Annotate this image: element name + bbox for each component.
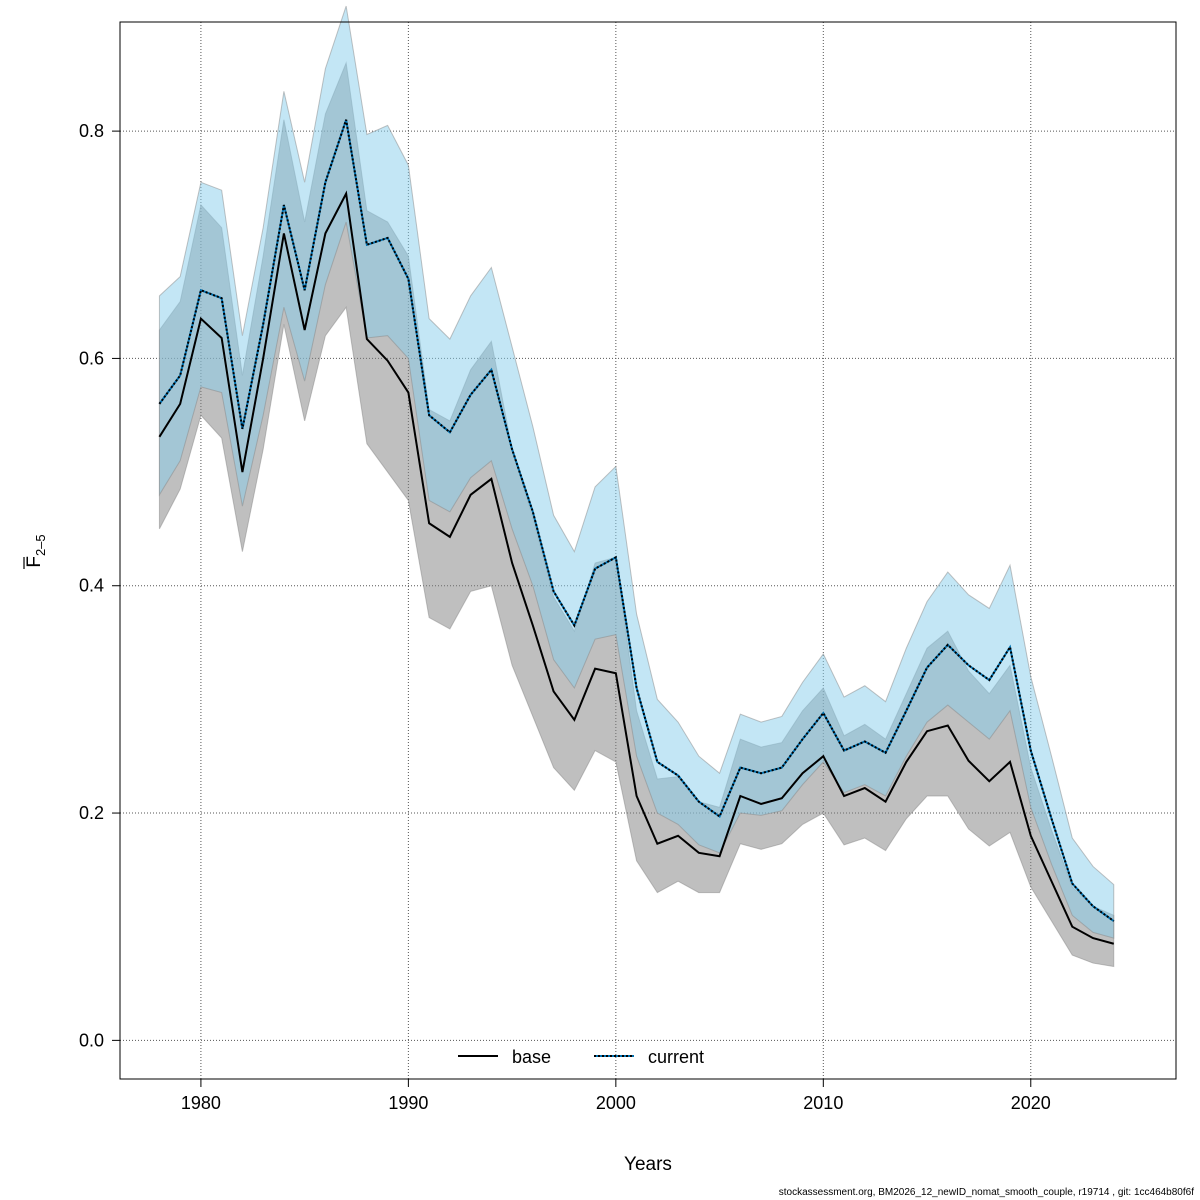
x-tick-label: 2010 bbox=[803, 1093, 843, 1113]
y-axis: 0.0 0.2 0.4 0.6 0.8 bbox=[79, 121, 120, 1050]
x-tick-label: 2020 bbox=[1011, 1093, 1051, 1113]
x-tick-label: 1980 bbox=[181, 1093, 221, 1113]
x-tick-label: 2000 bbox=[596, 1093, 636, 1113]
x-axis-title: Years bbox=[624, 1154, 672, 1175]
plot-frame bbox=[119, 21, 1177, 1080]
y-tick-label: 0.2 bbox=[79, 803, 104, 823]
footer-credit: stockassessment.org, BM2026_12_newID_nom… bbox=[778, 1187, 1194, 1198]
line-base bbox=[158, 190, 1115, 945]
line-current bbox=[158, 119, 1115, 922]
legend-label-current: current bbox=[648, 1047, 704, 1067]
y-axis-title-main: F bbox=[24, 556, 45, 568]
legend: base current bbox=[458, 1047, 704, 1067]
y-axis-title: F2–5 bbox=[23, 534, 48, 569]
y-axis-title-sub: 2–5 bbox=[33, 534, 48, 556]
confidence-bands bbox=[158, 5, 1115, 968]
y-tick-label: 0.8 bbox=[79, 121, 104, 141]
band-current bbox=[158, 5, 1115, 939]
legend-label-base: base bbox=[512, 1047, 551, 1067]
x-tick-label: 1990 bbox=[388, 1093, 428, 1113]
y-tick-label: 0.6 bbox=[79, 348, 104, 368]
y-tick-label: 0.4 bbox=[79, 576, 104, 596]
y-tick-label: 0.0 bbox=[79, 1030, 104, 1050]
series-lines bbox=[158, 119, 1115, 945]
svg-text:F2–5: F2–5 bbox=[24, 534, 48, 567]
x-axis: 1980 1990 2000 2010 2020 bbox=[181, 1079, 1051, 1113]
